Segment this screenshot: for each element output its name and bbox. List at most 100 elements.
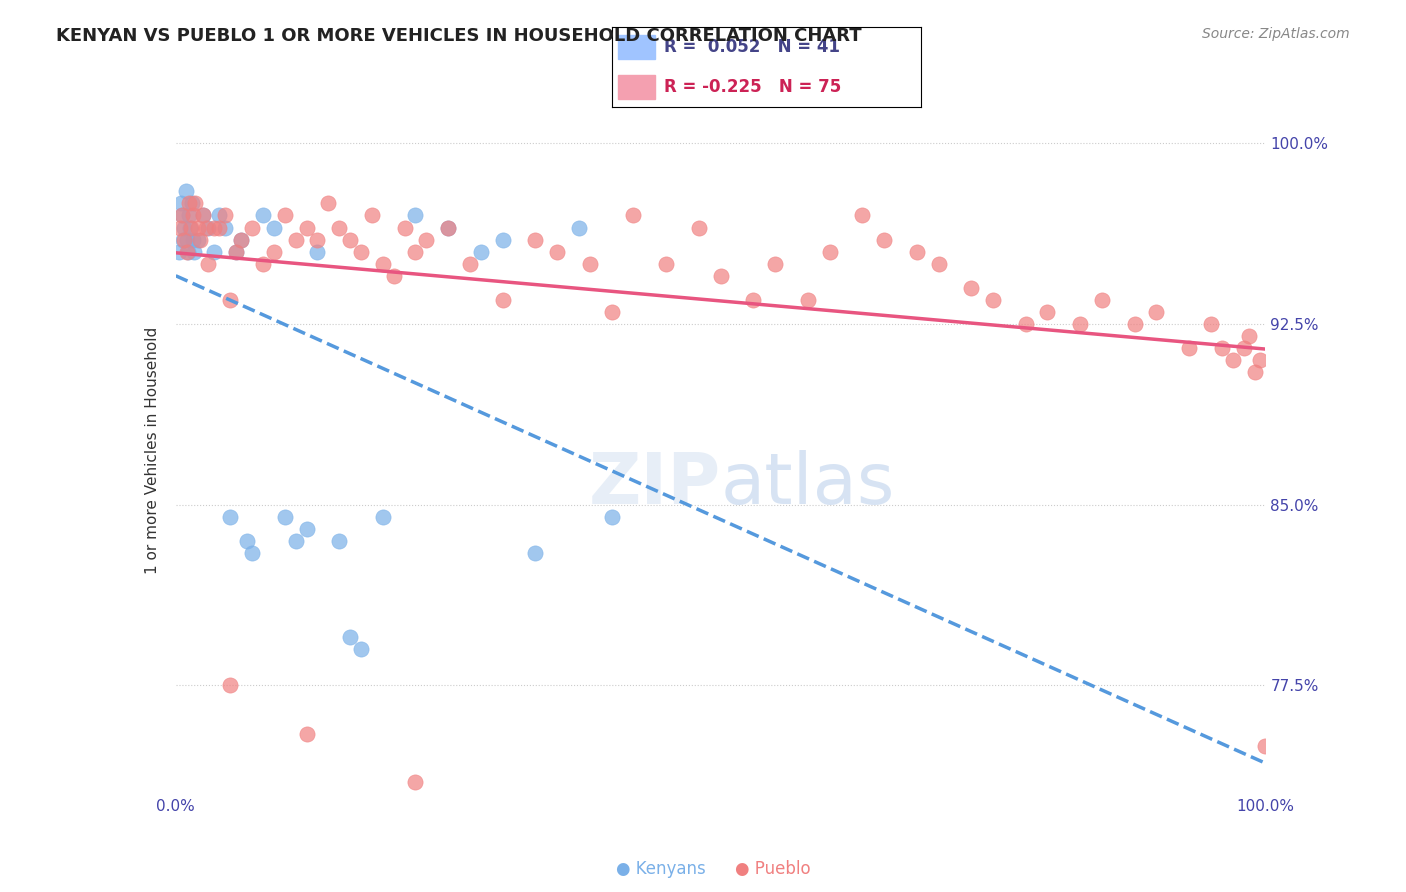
Point [181, 209, 204, 223]
Point [179, 220, 201, 235]
Point [524, 546, 547, 560]
Point [437, 220, 460, 235]
Point [225, 244, 247, 259]
Point [371, 257, 394, 271]
Point [180, 220, 202, 235]
Point [219, 509, 242, 524]
Point [172, 209, 194, 223]
Point [905, 244, 928, 259]
Point [371, 509, 394, 524]
Point [339, 233, 361, 247]
Point [318, 196, 340, 211]
Point [361, 209, 384, 223]
Point [170, 196, 193, 211]
Point [394, 220, 416, 235]
Point [1015, 317, 1038, 331]
Point [295, 220, 318, 235]
Point [688, 220, 710, 235]
Text: ● Pueblo: ● Pueblo [735, 860, 811, 878]
Point [214, 220, 236, 235]
Point [350, 642, 373, 657]
Point [295, 726, 318, 740]
Point [600, 509, 623, 524]
Point [172, 233, 194, 247]
Point [981, 293, 1004, 307]
Point [1222, 353, 1244, 368]
Point [235, 533, 257, 548]
Point [524, 233, 547, 247]
Point [176, 244, 198, 259]
Point [197, 220, 219, 235]
Point [177, 209, 200, 223]
Point [263, 244, 285, 259]
Point [350, 244, 373, 259]
Point [579, 257, 602, 271]
Point [1069, 317, 1091, 331]
Point [219, 678, 242, 692]
Point [252, 209, 274, 223]
Point [600, 305, 623, 319]
Point [231, 233, 253, 247]
Point [240, 546, 263, 560]
Point [710, 268, 733, 283]
Point [492, 293, 515, 307]
Point [181, 233, 204, 247]
Point [1123, 317, 1146, 331]
Point [339, 630, 361, 644]
Point [231, 233, 253, 247]
Point [284, 233, 307, 247]
Text: KENYAN VS PUEBLO 1 OR MORE VEHICLES IN HOUSEHOLD CORRELATION CHART: KENYAN VS PUEBLO 1 OR MORE VEHICLES IN H… [56, 27, 862, 45]
Point [568, 220, 591, 235]
Point [219, 293, 242, 307]
Point [186, 233, 209, 247]
Point [851, 209, 873, 223]
Point [181, 196, 204, 211]
Text: ZIP: ZIP [588, 450, 721, 519]
Point [252, 257, 274, 271]
Point [1243, 365, 1265, 379]
Point [621, 209, 644, 223]
Point [1233, 341, 1256, 355]
Point [173, 233, 195, 247]
Point [274, 209, 297, 223]
Point [1036, 305, 1059, 319]
Point [174, 185, 197, 199]
Point [225, 244, 247, 259]
Point [1237, 329, 1260, 343]
Point [818, 244, 841, 259]
Point [405, 774, 427, 789]
Text: atlas: atlas [721, 450, 896, 519]
Point [208, 209, 231, 223]
Point [1146, 305, 1168, 319]
Point [492, 233, 515, 247]
Point [208, 220, 231, 235]
Point [173, 220, 195, 235]
Point [202, 220, 225, 235]
Point [177, 244, 200, 259]
Point [1211, 341, 1233, 355]
Point [742, 293, 765, 307]
Point [191, 209, 214, 223]
Point [437, 220, 460, 235]
Point [405, 209, 427, 223]
Point [1091, 293, 1114, 307]
Point [1178, 341, 1201, 355]
Point [546, 244, 568, 259]
Point [1249, 353, 1271, 368]
Point [328, 220, 350, 235]
Point [284, 533, 307, 548]
Point [295, 522, 318, 536]
Point [655, 257, 678, 271]
Y-axis label: 1 or more Vehicles in Household: 1 or more Vehicles in Household [145, 326, 160, 574]
Text: R =  0.052   N = 41: R = 0.052 N = 41 [664, 37, 841, 56]
Point [186, 220, 209, 235]
Point [960, 281, 983, 295]
Bar [617, 35, 655, 59]
Point [928, 257, 950, 271]
Text: R = -0.225   N = 75: R = -0.225 N = 75 [664, 78, 841, 96]
Point [183, 244, 205, 259]
Text: ● Kenyans: ● Kenyans [616, 860, 706, 878]
Point [1199, 317, 1222, 331]
Point [328, 533, 350, 548]
Point [405, 244, 427, 259]
